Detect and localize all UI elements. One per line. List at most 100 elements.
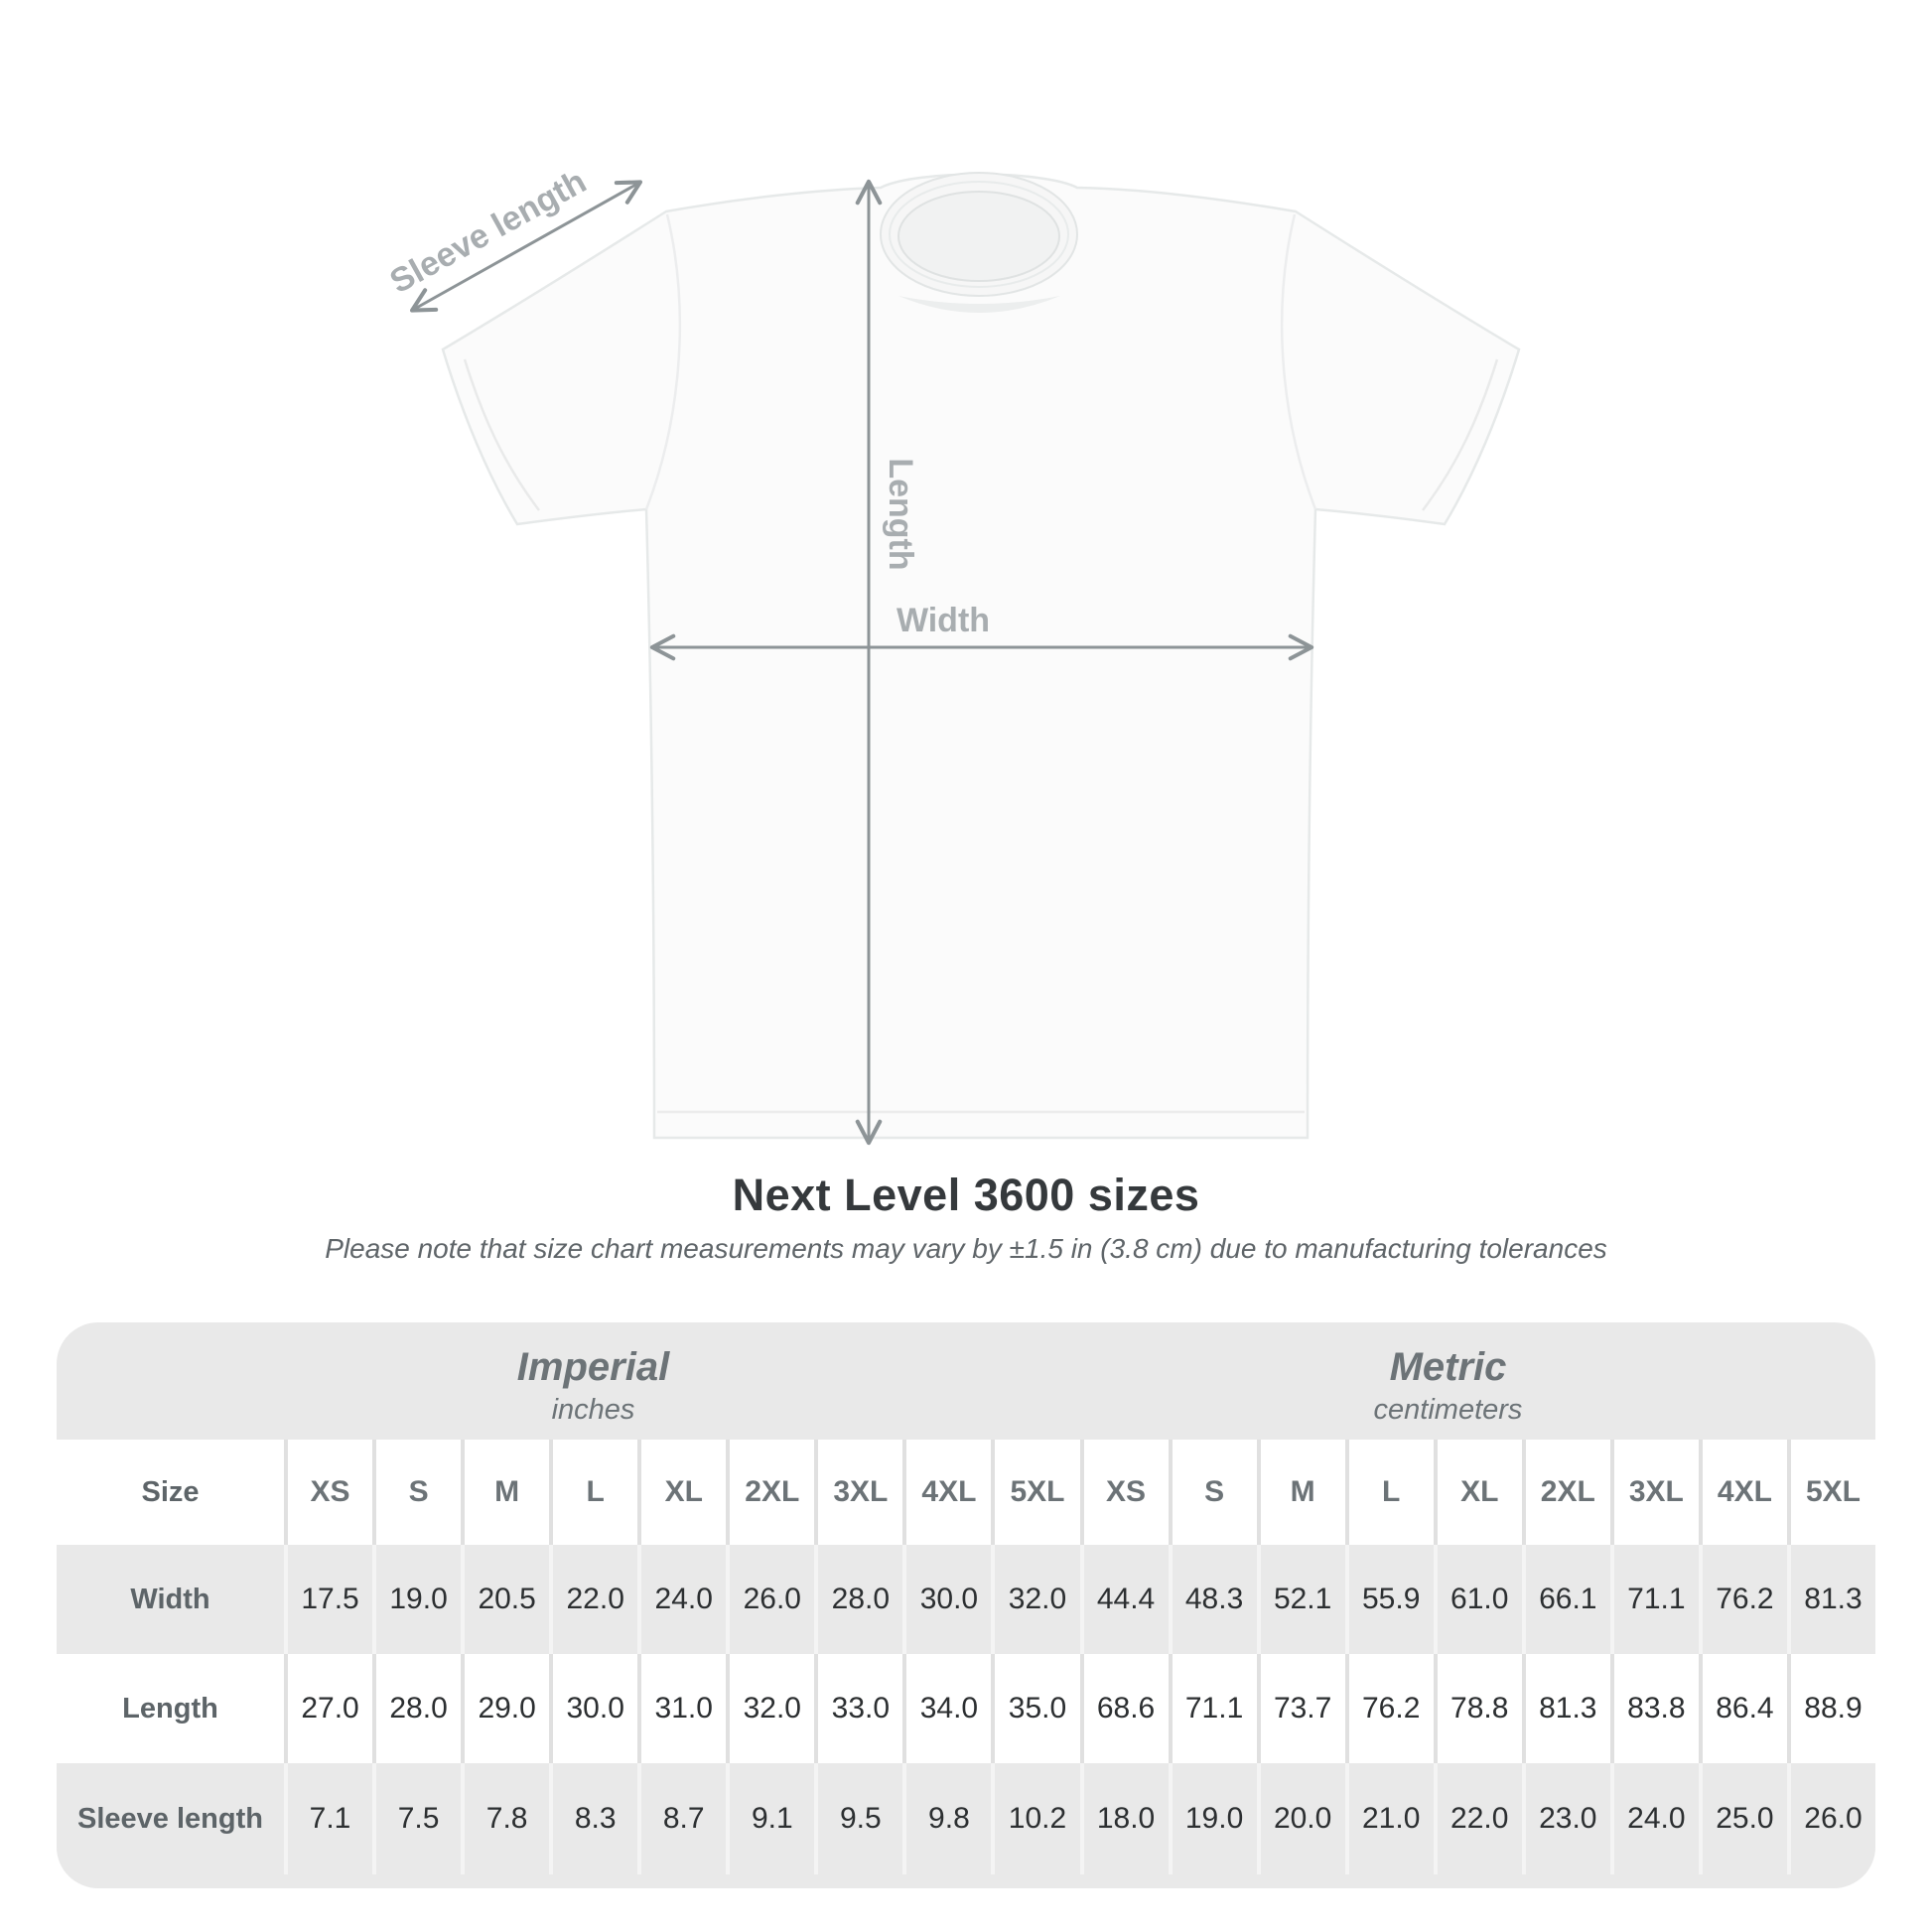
measurement-value-cell: 25.0 xyxy=(1702,1763,1787,1874)
measurement-value-cell: 28.0 xyxy=(818,1545,903,1654)
measurement-value-cell: 61.0 xyxy=(1437,1545,1522,1654)
measurement-value-cell: 66.1 xyxy=(1525,1545,1610,1654)
measurement-value-cell: 22.0 xyxy=(1437,1763,1522,1874)
measurement-value-cell: 19.0 xyxy=(1172,1763,1257,1874)
measurement-value-cell: 29.0 xyxy=(465,1654,550,1763)
measurement-value-cell: 76.2 xyxy=(1702,1545,1787,1654)
measurement-value-cell: 7.5 xyxy=(376,1763,462,1874)
size-header-cell: L xyxy=(1348,1440,1434,1545)
size-header-cell: XL xyxy=(1437,1440,1522,1545)
measurement-value-cell: 31.0 xyxy=(641,1654,727,1763)
row-label-cell: Sleeve length xyxy=(57,1763,284,1874)
size-header-cell: 3XL xyxy=(818,1440,903,1545)
size-header-cell: 4XL xyxy=(906,1440,992,1545)
size-header-cell: XL xyxy=(641,1440,727,1545)
metric-unit-group: Metric centimeters xyxy=(1021,1322,1875,1440)
measurement-value-cell: 71.1 xyxy=(1613,1545,1699,1654)
measurement-value-cell: 52.1 xyxy=(1260,1545,1345,1654)
size-header-cell: L xyxy=(553,1440,638,1545)
measurement-value-cell: 9.8 xyxy=(906,1763,992,1874)
measurement-value-cell: 35.0 xyxy=(995,1654,1080,1763)
size-column-header: Size xyxy=(57,1440,284,1545)
measurement-value-cell: 33.0 xyxy=(818,1654,903,1763)
size-header-cell: 4XL xyxy=(1702,1440,1787,1545)
size-header-cell: XS xyxy=(1083,1440,1169,1545)
measurement-value-cell: 32.0 xyxy=(730,1654,815,1763)
measurement-value-cell: 32.0 xyxy=(995,1545,1080,1654)
right-sleeve-seam xyxy=(1280,213,1317,510)
measurement-value-cell: 8.7 xyxy=(641,1763,727,1874)
collar-inner xyxy=(897,191,1060,282)
measurement-value-cell: 86.4 xyxy=(1702,1654,1787,1763)
measurement-value-cell: 20.0 xyxy=(1260,1763,1345,1874)
size-header-cell: 2XL xyxy=(1525,1440,1610,1545)
measurement-value-cell: 76.2 xyxy=(1348,1654,1434,1763)
measurement-value-cell: 83.8 xyxy=(1613,1654,1699,1763)
tolerance-note: Please note that size chart measurements… xyxy=(325,1233,1607,1264)
row-label-cell: Width xyxy=(57,1545,284,1654)
unit-header-band: Imperial inches Metric centimeters xyxy=(57,1322,1875,1440)
imperial-unit-group: Imperial inches xyxy=(166,1322,1021,1440)
metric-subtitle: centimeters xyxy=(1373,1394,1523,1426)
measurement-value-cell: 22.0 xyxy=(553,1545,638,1654)
size-header-cell: M xyxy=(465,1440,550,1545)
size-header-cell: M xyxy=(1260,1440,1345,1545)
unit-band-spacer xyxy=(57,1322,166,1440)
measurement-value-cell: 71.1 xyxy=(1172,1654,1257,1763)
measurement-value-cell: 26.0 xyxy=(1790,1763,1875,1874)
measurement-value-cell: 30.0 xyxy=(553,1654,638,1763)
measurement-value-cell: 30.0 xyxy=(906,1545,992,1654)
imperial-subtitle: inches xyxy=(551,1394,635,1426)
tshirt-body xyxy=(441,173,1521,1140)
left-sleeve-hem xyxy=(463,358,540,511)
imperial-title: Imperial xyxy=(516,1345,670,1389)
measurement-value-cell: 9.5 xyxy=(818,1763,903,1874)
size-header-cell: 3XL xyxy=(1613,1440,1699,1545)
measurement-value-cell: 27.0 xyxy=(288,1654,373,1763)
table-row: Sleeve length 7.1 7.5 7.8 8.3 8.7 9.1 9.5 9.8 10.… xyxy=(57,1763,1875,1874)
left-sleeve-seam xyxy=(644,213,682,510)
measurement-value-cell: 68.6 xyxy=(1083,1654,1169,1763)
size-header-cell: 2XL xyxy=(730,1440,815,1545)
right-sleeve-hem xyxy=(1422,358,1499,511)
measurement-value-cell: 28.0 xyxy=(376,1654,462,1763)
page-title: Next Level 3600 sizes xyxy=(732,1170,1200,1220)
size-header-cell: XS xyxy=(288,1440,373,1545)
measurement-value-cell: 24.0 xyxy=(641,1545,727,1654)
measurement-value-cell: 78.8 xyxy=(1437,1654,1522,1763)
measurement-value-cell: 24.0 xyxy=(1613,1763,1699,1874)
size-chart-table: Imperial inches Metric centimeters Size X… xyxy=(57,1322,1875,1888)
table-rows: Size XS S M L XL 2XL 3XL 4XL 5XL XS S M L XL 2XL 3XL 4XL 5… xyxy=(57,1440,1875,1874)
measurement-value-cell: 23.0 xyxy=(1525,1763,1610,1874)
row-label-cell: Length xyxy=(57,1654,284,1763)
measurement-value-cell: 48.3 xyxy=(1172,1545,1257,1654)
measurement-value-cell: 81.3 xyxy=(1790,1545,1875,1654)
measurement-value-cell: 20.5 xyxy=(465,1545,550,1654)
size-header-cell: S xyxy=(1172,1440,1257,1545)
size-header-cell: 5XL xyxy=(995,1440,1080,1545)
measurement-value-cell: 21.0 xyxy=(1348,1763,1434,1874)
sleeve-length-arrow xyxy=(409,180,643,313)
length-label: Length xyxy=(882,458,919,570)
size-header-cell: S xyxy=(376,1440,462,1545)
measurement-value-cell: 81.3 xyxy=(1525,1654,1610,1763)
measurement-value-cell: 9.1 xyxy=(730,1763,815,1874)
measurement-value-cell: 8.3 xyxy=(553,1763,638,1874)
measurement-value-cell: 34.0 xyxy=(906,1654,992,1763)
measurement-value-cell: 26.0 xyxy=(730,1545,815,1654)
table-row: Length 27.0 28.0 29.0 30.0 31.0 32.0 33.0 34.0 35… xyxy=(57,1654,1875,1763)
measurement-value-cell: 18.0 xyxy=(1083,1763,1169,1874)
measurement-value-cell: 44.4 xyxy=(1083,1545,1169,1654)
measurement-value-cell: 17.5 xyxy=(288,1545,373,1654)
measurement-value-cell: 7.1 xyxy=(288,1763,373,1874)
measurement-value-cell: 10.2 xyxy=(995,1763,1080,1874)
table-row: Width 17.5 19.0 20.5 22.0 24.0 26.0 28.0 30.0 32.… xyxy=(57,1545,1875,1654)
table-row: Size XS S M L XL 2XL 3XL 4XL 5XL XS S M L XL 2XL 3XL 4XL 5… xyxy=(57,1440,1875,1545)
width-label: Width xyxy=(897,602,990,639)
metric-title: Metric xyxy=(1389,1345,1507,1389)
measurement-value-cell: 7.8 xyxy=(465,1763,550,1874)
measurement-value-cell: 19.0 xyxy=(376,1545,462,1654)
measurement-value-cell: 88.9 xyxy=(1790,1654,1875,1763)
